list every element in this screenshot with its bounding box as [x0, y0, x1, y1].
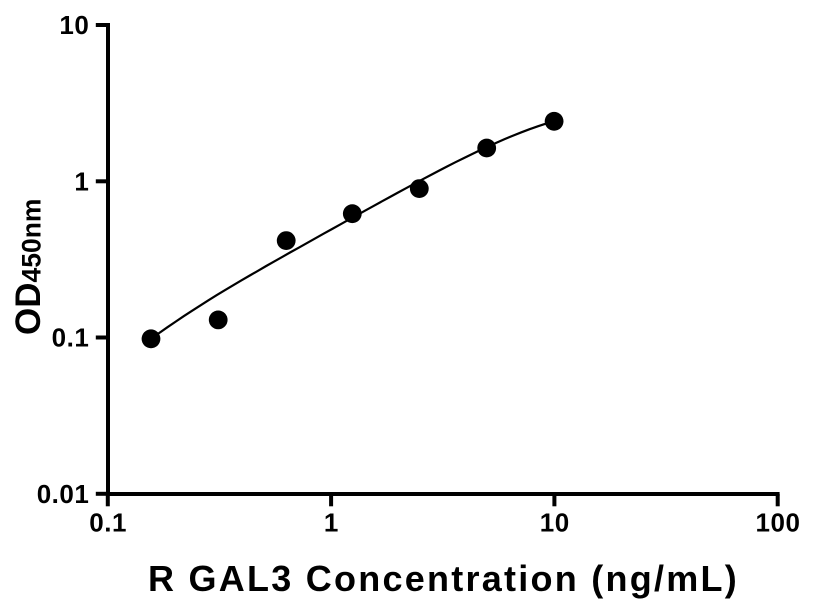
- svg-text:10: 10: [540, 508, 570, 538]
- svg-text:0.1: 0.1: [89, 508, 127, 538]
- svg-text:R GAL3 Concentration (ng/mL): R GAL3 Concentration (ng/mL): [148, 558, 739, 599]
- svg-text:10: 10: [59, 10, 89, 40]
- svg-text:1: 1: [324, 508, 339, 538]
- svg-text:1: 1: [74, 167, 89, 197]
- svg-text:0.01: 0.01: [37, 479, 90, 509]
- svg-text:0.1: 0.1: [52, 323, 90, 353]
- svg-text:100: 100: [756, 508, 801, 538]
